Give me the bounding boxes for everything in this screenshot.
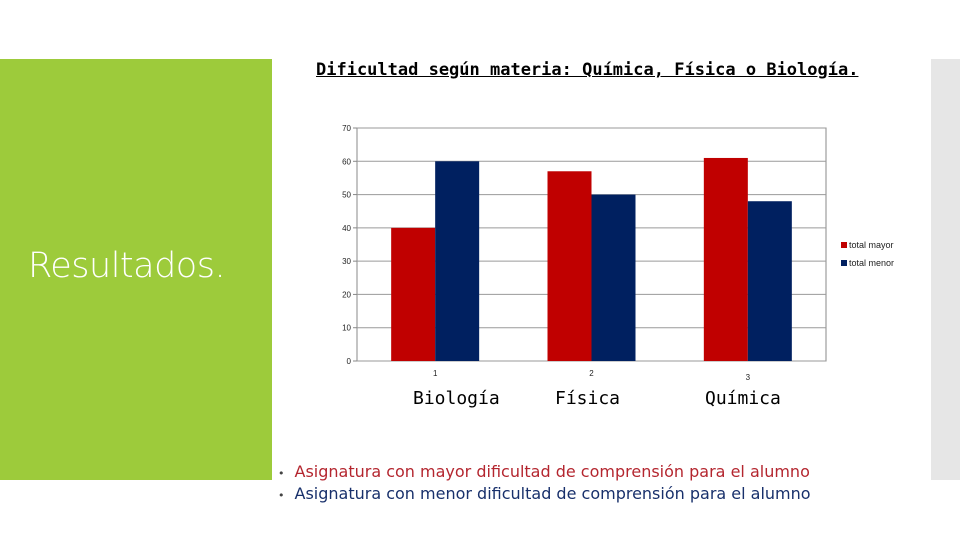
bar-total-menor-1: [435, 161, 480, 361]
bar-total-mayor-3: [703, 157, 748, 361]
chart-title: Dificultad según materia: Química, Físic…: [316, 60, 859, 80]
y-tick-label: 0: [347, 357, 352, 366]
bullet-list: • Asignatura con mayor dificultad de com…: [278, 462, 811, 506]
bullet-dot-icon: •: [278, 489, 285, 502]
bullet-dot-icon: •: [278, 467, 285, 480]
bullet-text: Asignatura con mayor dificultad de compr…: [294, 462, 810, 481]
section-title: Resultados.: [28, 246, 226, 286]
bullet-text: Asignatura con menor dificultad de compr…: [294, 484, 811, 503]
legend-label: total menor: [849, 258, 895, 268]
green-side-panel: [0, 59, 272, 480]
y-tick-label: 40: [342, 224, 351, 233]
bar-total-menor-2: [591, 194, 636, 361]
right-gray-strip: [931, 59, 960, 480]
bullet-item: • Asignatura con menor dificultad de com…: [278, 484, 811, 506]
category-name-quimica: Química: [705, 388, 781, 409]
y-tick-label: 10: [342, 324, 351, 333]
bar-total-menor-3: [747, 201, 792, 361]
legend-item-total-menor: total menor: [841, 254, 894, 272]
legend-item-total-mayor: total mayor: [841, 236, 894, 254]
bullet-item: • Asignatura con mayor dificultad de com…: [278, 462, 811, 484]
bar-chart: 0 10 20 30 40 50 60 70 1 2 3: [342, 124, 827, 380]
y-tick-label: 60: [342, 157, 351, 166]
x-tick-label: 1: [433, 369, 438, 378]
y-tick-label: 20: [342, 290, 351, 299]
y-tick-label: 70: [342, 124, 351, 133]
x-tick-label: 3: [746, 373, 751, 380]
y-tick-label: 50: [342, 191, 351, 200]
legend-label: total mayor: [849, 240, 894, 250]
category-name-biologia: Biología: [413, 388, 500, 409]
chart-legend: total mayor total menor: [841, 236, 894, 272]
legend-swatch-blue: [841, 260, 847, 266]
category-name-fisica: Física: [555, 388, 621, 409]
legend-swatch-red: [841, 242, 847, 248]
bar-total-mayor-1: [391, 227, 436, 361]
bar-total-mayor-2: [547, 171, 592, 361]
y-tick-label: 30: [342, 257, 351, 266]
x-tick-label: 2: [589, 369, 594, 378]
